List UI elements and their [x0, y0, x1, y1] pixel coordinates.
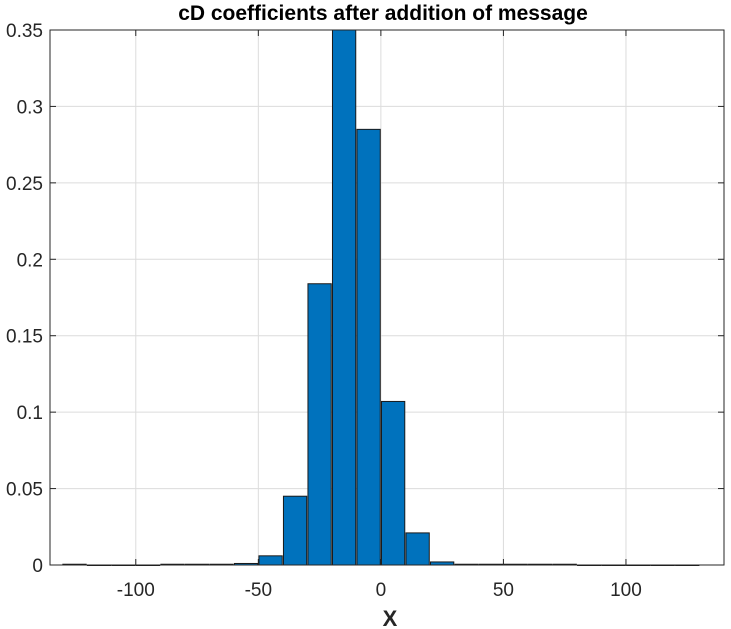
x-tick-label: 0: [376, 580, 387, 601]
bar: [380, 400, 406, 566]
y-tick-label: 0.05: [6, 480, 43, 501]
bar: [405, 532, 430, 566]
y-tick-label: 0.2: [17, 250, 43, 271]
bar: [258, 555, 283, 566]
y-tick-label: 0.25: [6, 174, 43, 195]
y-tick-label: 0.1: [17, 403, 43, 424]
y-tick-label: 0.3: [17, 97, 43, 118]
x-axis-label: X: [383, 606, 398, 629]
bar: [307, 283, 332, 566]
y-tick-label: 0: [32, 556, 43, 577]
x-tick-label: -100: [117, 580, 155, 601]
x-tick-label: 100: [610, 580, 642, 601]
plot-frame: [49, 29, 725, 566]
x-tick-label: -50: [245, 580, 272, 601]
bar: [331, 29, 357, 566]
chart-title: cD coefficients after addition of messag…: [178, 2, 588, 25]
y-tick-label: 0.35: [6, 21, 43, 42]
y-axis-ticks: 0 0.05 0.1 0.15 0.2 0.25 0.3 0.35: [6, 21, 724, 577]
grid-lines: [50, 30, 724, 565]
x-tick-label: 50: [493, 580, 514, 601]
y-tick-label: 0.15: [6, 327, 43, 348]
bar: [356, 128, 381, 566]
bar: [282, 495, 308, 566]
x-axis-ticks: -100 -50 0 50 100: [117, 30, 642, 601]
